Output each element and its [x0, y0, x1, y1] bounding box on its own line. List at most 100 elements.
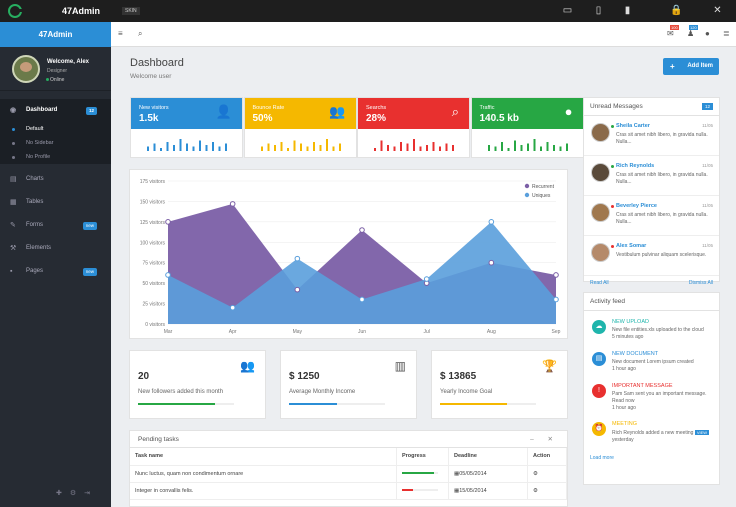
sidebar-sub-no-profile[interactable]: No Profile — [0, 150, 111, 164]
avatar — [591, 123, 610, 142]
menu-icon[interactable]: ≡ — [118, 29, 123, 38]
summary-card: 🏆 $ 13865 Yearly Income Goal — [431, 350, 568, 419]
y-tick-label: 50 visitors — [142, 281, 165, 287]
tasks-table: Task name Progress Deadline Action Nunc luc… — [130, 448, 567, 500]
sparkline-bar — [280, 142, 282, 151]
page-subtitle: Welcome user — [130, 73, 172, 80]
sidebar-item-tables[interactable]: ▦ Tables — [0, 191, 111, 214]
message-item[interactable]: Beverley Pierce 11/05 Cras sit amet nibh l… — [584, 196, 719, 236]
sidebar-footer: ✚⚙⇥ — [56, 489, 98, 497]
load-more-link[interactable]: Load more — [590, 455, 614, 461]
tablet-icon[interactable]: ▯ — [595, 5, 602, 16]
sparkline-bar — [153, 143, 156, 151]
legend-label: Recurrent — [532, 184, 555, 190]
logout-icon[interactable]: ⇥ — [84, 490, 99, 497]
read-all-link[interactable]: Read All — [590, 280, 609, 286]
sidebar-item-charts[interactable]: ▤ Charts — [0, 168, 111, 191]
data-point — [488, 259, 495, 266]
list-icon[interactable]: ≣ — [723, 29, 730, 38]
sidebar-item-label: Pages — [26, 268, 44, 274]
add-user-icon: 👤 — [215, 104, 232, 119]
sparkline-bar — [338, 143, 341, 151]
activity-text: Pam Sam sent you an important message. R… — [612, 391, 707, 404]
sidebar-item-elements[interactable]: ⚒ Elements — [0, 237, 111, 260]
message-item[interactable]: Rich Reynolds 11/05 Cras sit amet nibh lib… — [584, 156, 719, 196]
task-action-icon[interactable]: ⚙ — [527, 465, 567, 483]
bell-icon[interactable]: ♟ — [687, 29, 695, 38]
notification-badge: 100 — [670, 25, 679, 30]
x-tick-label: Jun — [358, 329, 366, 335]
mail-icon[interactable]: ✉ — [667, 29, 674, 38]
pencil-icon: ✎ — [10, 222, 16, 229]
sparkline-bar — [267, 143, 269, 151]
sparkline-bar — [260, 146, 263, 151]
panel-controls[interactable]: – ✕ — [530, 436, 559, 443]
column-header: Deadline — [448, 448, 528, 466]
message-text: Vestibulum pulvinar aliquam scelerisque. — [616, 252, 707, 258]
sidebar-item-pages[interactable]: ▪ Pages new — [0, 260, 111, 283]
sparkline — [374, 139, 454, 151]
x-tick-label: Jul — [423, 329, 429, 335]
avatar — [591, 203, 610, 222]
progress-bar — [289, 403, 385, 405]
gear-icon[interactable]: ⚙ — [69, 490, 85, 497]
stat-card[interactable]: New visitors 1.5k 👤 — [130, 97, 243, 158]
progress-bar — [138, 403, 234, 405]
sparkline-bar — [413, 139, 415, 151]
summary-label: Average Monthly Income — [289, 389, 356, 395]
lock-icon[interactable]: 🔒 — [670, 5, 683, 16]
sidebar-brand: 47Admin — [0, 22, 111, 47]
pending-tasks-panel: Pending tasks – ✕ Task name Progress Deadli… — [129, 430, 568, 507]
sparkline-bar — [192, 146, 195, 151]
search-icon[interactable]: ⌕ — [138, 29, 143, 38]
stat-card[interactable]: Traffic 140.5 kb ● — [470, 97, 584, 158]
close-icon[interactable]: ✕ — [713, 5, 722, 16]
phone-icon[interactable]: ▮ — [624, 5, 631, 16]
stat-card[interactable]: Searchs 28% ⌕ — [357, 97, 470, 158]
avatar[interactable] — [12, 55, 40, 83]
sparkline-bar — [374, 148, 376, 151]
y-tick-label: 100 visitors — [140, 240, 166, 246]
sparkline — [147, 139, 227, 151]
sparkline-bar — [380, 140, 383, 151]
task-deadline: ▦05/05/2014 — [448, 465, 528, 483]
task-deadline: ▦15/05/2014 — [448, 482, 528, 500]
y-tick-label: 25 visitors — [142, 302, 165, 308]
sidebar-item-dashboard[interactable]: ◉ Dashboard 12 — [0, 99, 111, 122]
cloud-upload-icon: ☁ — [592, 320, 606, 334]
sparkline-bar — [452, 145, 454, 151]
activity-time: 1 hour ago — [612, 405, 636, 411]
activity-item: ⏰ MEETING Rich Reynolds added a new meetin… — [584, 419, 719, 451]
sidebar-sub-no-sidebar[interactable]: No Sidebar — [0, 136, 111, 150]
desktop-icon[interactable]: ▭ — [562, 5, 573, 16]
sidebar-item-forms[interactable]: ✎ Forms new — [0, 214, 111, 237]
search-icon: ⌕ — [451, 104, 459, 119]
view-tag[interactable]: VIEW — [694, 430, 710, 435]
user-icon[interactable]: ● — [705, 29, 710, 38]
task-action-icon[interactable]: ⚙ — [527, 482, 567, 500]
skin-button[interactable]: SKIN — [122, 7, 140, 15]
sparkline-bar — [147, 146, 149, 151]
sparkline-bar — [312, 142, 315, 151]
badge: new — [82, 268, 97, 276]
task-name: Nunc luctus, quam non condimentum ornare — [130, 465, 397, 483]
message-item[interactable]: Alex Somar 11/05 Vestibulum pulvinar aliqu… — [584, 236, 719, 276]
data-point — [229, 201, 236, 207]
data-point — [553, 296, 559, 303]
message-text: Cras sit amet nibh libero, in gravida nu… — [616, 212, 708, 225]
sparkline-bar — [565, 143, 568, 151]
panel-title: Pending tasks — [138, 436, 179, 443]
logo-icon — [8, 4, 23, 18]
add-user-icon[interactable]: ✚ — [56, 490, 70, 497]
summary-value: 20 — [138, 371, 150, 382]
sparkline-bar — [526, 143, 529, 151]
add-item-button[interactable]: Add Item — [663, 58, 719, 75]
message-item[interactable]: Sheila Carter 11/05 Cras sit amet nibh lib… — [584, 116, 719, 156]
sender-name: Alex Somar — [610, 243, 647, 249]
sparkline-bar — [500, 142, 503, 151]
sidebar-sub-default[interactable]: Default — [0, 122, 111, 136]
stat-card[interactable]: Bounce Rate 50% 👥 — [243, 97, 357, 158]
page-title: Dashboard — [130, 57, 184, 69]
dismiss-all-link[interactable]: Dismiss All — [688, 280, 713, 286]
stat-value: 28% — [366, 113, 387, 124]
